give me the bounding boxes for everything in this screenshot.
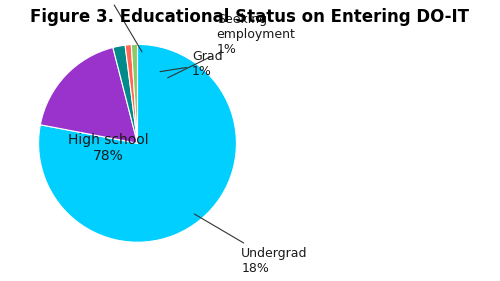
Wedge shape xyxy=(125,45,138,143)
Text: Undergrad
18%: Undergrad 18% xyxy=(194,214,308,275)
Wedge shape xyxy=(40,47,138,143)
Wedge shape xyxy=(113,45,138,143)
Wedge shape xyxy=(132,44,138,143)
Text: Seeking
employment
1%: Seeking employment 1% xyxy=(168,13,296,78)
Wedge shape xyxy=(38,44,236,242)
Text: Middle school
2%: Middle school 2% xyxy=(60,0,146,52)
Text: High school
78%: High school 78% xyxy=(68,133,148,163)
Text: Figure 3. Educational Status on Entering DO-IT: Figure 3. Educational Status on Entering… xyxy=(30,8,469,26)
Text: Grad
1%: Grad 1% xyxy=(160,50,222,78)
